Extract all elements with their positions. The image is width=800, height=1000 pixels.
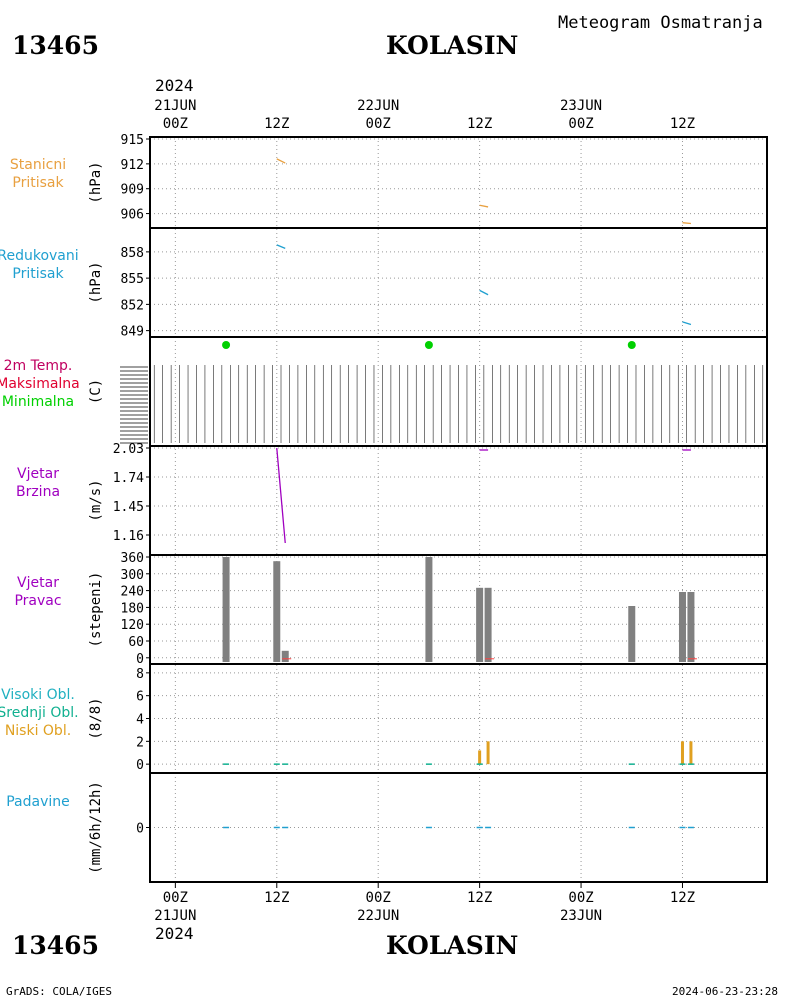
panel-label: Vjetar xyxy=(17,466,59,482)
bottom-hour-label: 12Z xyxy=(467,890,492,906)
series-line-segment xyxy=(480,205,488,207)
y-tick-label: 852 xyxy=(121,298,144,313)
y-tick-label: 300 xyxy=(121,568,144,583)
cloud-bar xyxy=(689,741,692,764)
panel-frame xyxy=(150,137,767,228)
y-tick-label: 360 xyxy=(121,551,144,566)
top-hour-label: 12Z xyxy=(670,116,695,132)
top-date-label: 22JUN xyxy=(357,98,399,114)
cloud-bar xyxy=(478,750,481,764)
bottom-hour-label: 00Z xyxy=(163,890,188,906)
y-tick-label: 1.74 xyxy=(113,471,144,486)
bottom-hour-label: 00Z xyxy=(366,890,391,906)
temp-min-point xyxy=(425,341,433,349)
panel-label: Minimalna xyxy=(2,394,74,410)
wind-direction-bar xyxy=(273,561,280,662)
panel-unit-label: (8/8) xyxy=(88,697,104,739)
wind-direction-bar xyxy=(687,592,694,662)
meteogram: Meteogram Osmatranja 13465 KOLASIN 2024 … xyxy=(0,0,800,1000)
wind-direction-bar xyxy=(628,606,635,662)
y-tick-label: 909 xyxy=(121,183,144,198)
meteogram-plot: 21JUN 00Z 12Z 22JUN 00Z 12Z 23JUN 00Z 12Z 00Z 21JU… xyxy=(0,0,800,1000)
panel-label: Srednji Obl. xyxy=(0,705,79,721)
panel-label: Niski Obl. xyxy=(5,723,71,739)
y-tick-label: 0 xyxy=(136,758,144,773)
y-tick-label: 1.45 xyxy=(113,500,144,515)
y-tick-label: 0 xyxy=(136,652,144,667)
wind-direction-bar xyxy=(425,557,432,662)
panel-label: Pravac xyxy=(14,593,61,609)
series-line-segment xyxy=(480,290,488,294)
wind-direction-bar xyxy=(282,651,289,662)
bottom-date-label: 23JUN xyxy=(560,908,602,924)
series-line-segment xyxy=(277,448,285,543)
bottom-date-label: 22JUN xyxy=(357,908,399,924)
top-hour-label: 00Z xyxy=(568,116,593,132)
y-tick-label: 2 xyxy=(136,735,144,750)
series-line-segment xyxy=(277,159,285,163)
panel-unit-label: (mm/6h/12h) xyxy=(88,781,104,874)
bottom-hour-label: 12Z xyxy=(670,890,695,906)
y-tick-label: 0 xyxy=(136,822,144,837)
y-tick-label: 6 xyxy=(136,690,144,705)
panel-label: Pritisak xyxy=(12,266,64,282)
panel-label: Visoki Obl. xyxy=(1,687,75,703)
y-tick-label: 120 xyxy=(121,618,144,633)
top-hour-label: 12Z xyxy=(264,116,289,132)
wind-direction-bar xyxy=(679,592,686,662)
panel-unit-label: (hPa) xyxy=(88,261,104,303)
cloud-bar xyxy=(681,741,684,764)
bottom-hour-label: 00Z xyxy=(568,890,593,906)
panel-label: Brzina xyxy=(16,484,60,500)
top-hour-label: 00Z xyxy=(366,116,391,132)
series-line-segment xyxy=(682,223,690,224)
top-hour-label: 12Z xyxy=(467,116,492,132)
y-tick-label: 2.03 xyxy=(113,442,144,457)
y-tick-label: 180 xyxy=(121,601,144,616)
wind-direction-bar xyxy=(223,557,230,662)
panel-label: Redukovani xyxy=(0,248,79,264)
panel-label: Padavine xyxy=(6,794,70,810)
panel-label: Vjetar xyxy=(17,575,59,591)
y-tick-label: 858 xyxy=(121,246,144,261)
panel-unit-label: (C) xyxy=(88,379,104,404)
y-tick-label: 4 xyxy=(136,713,144,728)
y-tick-label: 60 xyxy=(128,635,144,650)
y-tick-label: 915 xyxy=(121,133,144,148)
bottom-hour-label: 12Z xyxy=(264,890,289,906)
series-line-segment xyxy=(277,245,285,249)
y-tick-label: 906 xyxy=(121,208,144,223)
temp-min-point xyxy=(222,341,230,349)
y-tick-label: 240 xyxy=(121,585,144,600)
panel-frame xyxy=(150,555,767,664)
panel-label: Stanicni xyxy=(10,157,66,173)
series-line-segment xyxy=(682,322,690,325)
panel-unit-label: (m/s) xyxy=(88,479,104,521)
panel-frame xyxy=(150,446,767,555)
y-tick-label: 1.16 xyxy=(113,529,144,544)
bottom-date-label: 21JUN xyxy=(154,908,196,924)
wind-direction-bar xyxy=(476,588,483,662)
top-hour-label: 00Z xyxy=(163,116,188,132)
panel-unit-label: (hPa) xyxy=(88,161,104,203)
panel-label: 2m Temp. xyxy=(4,358,73,374)
y-tick-label: 849 xyxy=(121,325,144,340)
top-date-label: 23JUN xyxy=(560,98,602,114)
panel-unit-label: (stepeni) xyxy=(88,572,104,648)
y-tick-label: 8 xyxy=(136,667,144,682)
panel-label: Pritisak xyxy=(12,175,64,191)
top-date-label: 21JUN xyxy=(154,98,196,114)
y-tick-label: 855 xyxy=(121,272,144,287)
panel-label: Maksimalna xyxy=(0,376,80,392)
panel-frame xyxy=(150,228,767,337)
y-tick-label: 912 xyxy=(121,158,144,173)
wind-direction-bar xyxy=(485,588,492,662)
temp-min-point xyxy=(628,341,636,349)
cloud-bar xyxy=(487,741,490,764)
